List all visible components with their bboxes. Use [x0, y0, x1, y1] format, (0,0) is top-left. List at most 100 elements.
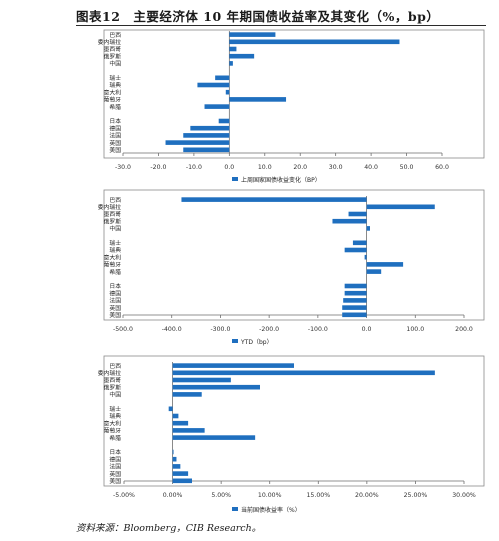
bar: [172, 392, 202, 397]
bar: [172, 413, 179, 419]
bar: [172, 363, 294, 368]
bar: [348, 211, 367, 217]
bar: [229, 39, 400, 45]
bar: [172, 420, 189, 426]
plot-frame: [103, 355, 485, 487]
category-label: 美国: [109, 477, 121, 485]
figure-title: 图表12 主要经济体 10 年期国债收益率及其变化（%，bp）: [76, 9, 440, 24]
category-label: 墨西哥: [104, 377, 122, 384]
category-label: 希腊: [109, 103, 121, 111]
x-tick-label: -500.0: [113, 326, 133, 333]
x-tick-label: 50.0: [400, 164, 414, 171]
category-label: 瑞士: [109, 405, 121, 413]
title-divider: [76, 25, 486, 26]
category-label: 日本: [109, 282, 121, 290]
x-tick-label: -400.0: [162, 326, 182, 333]
bar: [165, 140, 230, 145]
bar: [229, 53, 255, 59]
bar: [344, 247, 367, 253]
x-tick-label: 10.00%: [258, 492, 282, 499]
legend-swatch: [232, 339, 238, 343]
category-label: 美国: [109, 146, 121, 154]
bar: [364, 254, 367, 260]
category-label: 德国: [109, 455, 121, 463]
category-label: 意大利: [104, 253, 122, 261]
category-label: 瑞士: [109, 74, 121, 82]
bar: [172, 435, 256, 440]
category-label: 德国: [109, 289, 121, 297]
bar: [218, 118, 230, 124]
category-label: 法国: [109, 463, 121, 471]
bar: [366, 262, 404, 267]
category-label: 意大利: [104, 419, 122, 427]
x-tick-label: 5.00%: [211, 492, 231, 499]
category-label: 墨西哥: [104, 211, 122, 218]
x-tick-label: 200.0: [455, 326, 473, 333]
bar: [172, 478, 192, 484]
x-tick-label: 15.00%: [306, 492, 330, 499]
x-tick-label: -20.0: [150, 164, 166, 171]
x-tick-label: 60.0: [435, 164, 449, 171]
bar: [366, 204, 435, 210]
x-tick-label: -100.0: [308, 326, 328, 333]
bar: [229, 32, 276, 37]
bar: [172, 456, 177, 462]
bar: [183, 133, 230, 138]
category-label: 委内瑞拉: [98, 369, 121, 377]
bar: [172, 377, 231, 383]
bar: [352, 240, 367, 246]
bar-chart-current-yield: -5.00% 0.00% 5.00% 10.00% 15.00% 20.00% 25.00%…: [98, 355, 485, 514]
category-label: 巴西: [109, 363, 121, 370]
bar: [172, 449, 174, 455]
bar-chart-ytd: -500.0 -400.0 -300.0 -200.0 -100.0 0.0 100.0 20…: [98, 189, 485, 346]
bar: [190, 125, 230, 131]
category-label: 葡萄牙: [104, 96, 122, 104]
category-label: 巴西: [109, 197, 121, 204]
category-label: 瑞典: [109, 81, 121, 89]
category-label: 日本: [109, 448, 121, 456]
bar: [172, 471, 189, 476]
bar: [225, 89, 230, 95]
x-tick-label: -5.00%: [113, 492, 135, 499]
x-tick-label: 0.00%: [163, 492, 183, 499]
category-label: 日本: [109, 117, 121, 125]
bar: [215, 75, 230, 81]
category-label: 美国: [109, 311, 121, 319]
category-label: 瑞典: [109, 246, 121, 254]
legend-swatch: [232, 507, 238, 511]
bar: [172, 384, 260, 390]
category-label: 俄罗斯: [104, 383, 122, 391]
category-label: 英国: [109, 470, 121, 478]
bar: [168, 406, 173, 412]
bar: [229, 46, 237, 52]
x-tick-label: 100.0: [406, 326, 424, 333]
x-tick-label: -300.0: [210, 326, 230, 333]
plot-frame: [103, 29, 485, 159]
bar: [197, 82, 230, 88]
x-tick-label: -200.0: [259, 326, 279, 333]
bar: [172, 370, 435, 376]
category-label: 法国: [109, 297, 121, 305]
category-label: 中国: [109, 60, 121, 68]
category-label: 巴西: [109, 32, 121, 39]
category-label: 英国: [109, 304, 121, 312]
category-label: 希腊: [109, 434, 121, 442]
bar: [229, 61, 233, 66]
x-tick-label: 20.00%: [355, 492, 379, 499]
x-tick-label: 40.0: [364, 164, 378, 171]
x-tick-label: 30.00%: [452, 492, 476, 499]
category-label: 中国: [109, 391, 121, 399]
x-tick-label: -10.0: [186, 164, 202, 171]
bar: [342, 305, 367, 310]
category-label: 法国: [109, 132, 121, 140]
category-label: 英国: [109, 139, 121, 147]
legend-label: YTD（bp）: [240, 339, 273, 346]
x-tick-label: 20.0: [293, 164, 307, 171]
bar: [229, 97, 287, 102]
category-label: 意大利: [104, 88, 122, 96]
bar: [344, 290, 367, 296]
category-label: 瑞士: [109, 239, 121, 247]
category-label: 委内瑞拉: [98, 203, 121, 211]
bar: [366, 269, 382, 274]
legend-swatch: [232, 177, 238, 181]
